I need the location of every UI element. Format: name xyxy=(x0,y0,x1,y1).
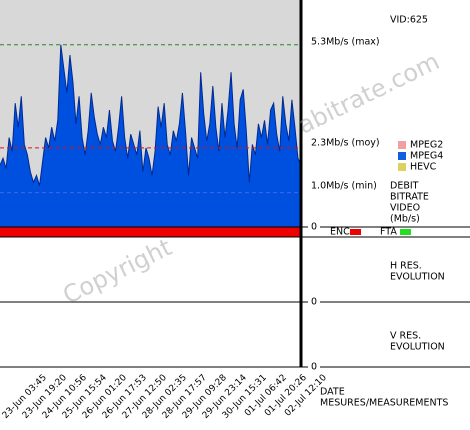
v-res-label: V RES. xyxy=(390,331,421,342)
y-axis-label: VIDEO xyxy=(390,203,420,214)
legend-label: MPEG2 xyxy=(410,140,443,151)
y-axis-label: DEBIT xyxy=(390,181,419,192)
reference-label: 2.3Mb/s (moy) xyxy=(311,138,380,149)
h-res-label: H RES. xyxy=(390,261,422,272)
legend-label: MPEG4 xyxy=(410,151,443,162)
v-res-label: EVOLUTION xyxy=(390,342,445,353)
legend-swatch xyxy=(398,152,406,160)
status-label: FTA xyxy=(380,227,397,238)
y-tick-label: 0 xyxy=(311,362,317,373)
reference-label: 5.3Mb/s (max) xyxy=(311,37,380,48)
bitrate-area xyxy=(0,44,301,227)
legend-label: HEVC xyxy=(410,162,437,173)
y-tick-label: 0 xyxy=(311,222,317,233)
legend-swatch xyxy=(398,141,406,149)
y-axis-label: (Mb/s) xyxy=(390,214,420,225)
watermark: abitrate.com xyxy=(293,47,443,140)
status-label: ENC xyxy=(330,227,350,238)
reference-label: 1.0Mb/s (min) xyxy=(311,181,377,192)
y-axis-label: BITRATE xyxy=(390,192,429,203)
watermark: Copyright xyxy=(58,233,176,310)
channel-id: VID:625 xyxy=(390,15,428,26)
status-swatch xyxy=(400,229,411,235)
x-axis-label: MESURES/MEASUREMENTS xyxy=(320,398,448,409)
legend-swatch xyxy=(398,163,406,171)
y-tick-label: 0 xyxy=(311,297,317,308)
enc-bar xyxy=(0,227,301,237)
status-swatch xyxy=(350,229,361,235)
bitrate-line xyxy=(0,44,302,186)
h-res-label: EVOLUTION xyxy=(390,272,445,283)
x-axis-label: DATE xyxy=(320,387,345,398)
